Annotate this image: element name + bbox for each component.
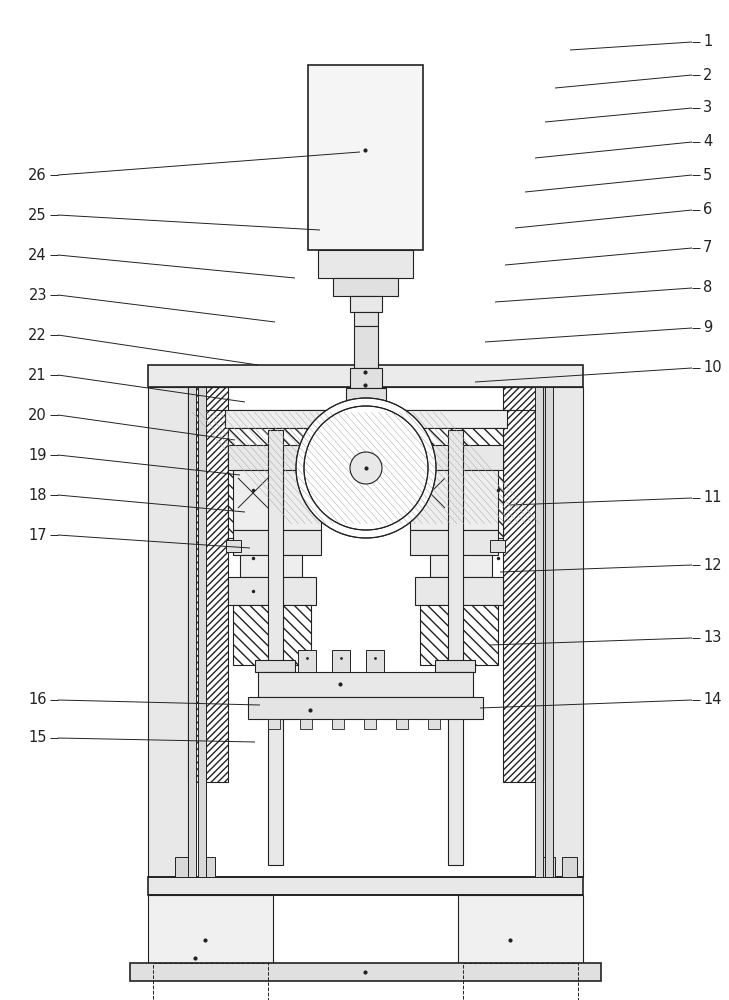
Bar xyxy=(346,388,386,406)
Text: 2: 2 xyxy=(703,68,712,83)
Bar xyxy=(535,387,543,877)
Bar xyxy=(248,697,483,719)
Text: 4: 4 xyxy=(703,134,712,149)
Bar xyxy=(333,278,398,296)
Bar xyxy=(300,719,312,729)
Bar xyxy=(308,65,423,250)
Bar xyxy=(350,296,382,312)
Text: 18: 18 xyxy=(28,488,47,502)
Circle shape xyxy=(350,452,382,484)
Bar xyxy=(233,470,321,530)
Bar xyxy=(545,387,553,877)
Text: 10: 10 xyxy=(703,360,722,375)
Bar xyxy=(225,410,507,428)
Text: 20: 20 xyxy=(28,408,47,422)
Bar xyxy=(130,963,601,981)
Bar xyxy=(458,895,583,963)
Bar xyxy=(490,540,505,552)
Bar xyxy=(435,660,475,672)
Circle shape xyxy=(296,398,436,538)
Text: 24: 24 xyxy=(28,247,47,262)
Bar xyxy=(148,365,583,387)
Bar xyxy=(228,577,316,605)
Bar xyxy=(188,387,228,782)
Bar xyxy=(228,428,313,538)
Bar xyxy=(540,857,555,877)
Bar xyxy=(503,387,543,782)
Bar xyxy=(354,312,378,326)
Bar xyxy=(148,877,583,895)
Bar xyxy=(148,895,273,963)
Bar xyxy=(268,430,283,865)
Text: 15: 15 xyxy=(28,730,47,746)
Bar xyxy=(396,719,408,729)
Bar xyxy=(415,577,503,605)
Text: 6: 6 xyxy=(703,202,712,218)
Bar xyxy=(200,857,215,877)
Bar xyxy=(410,530,498,555)
Text: 8: 8 xyxy=(703,280,712,296)
Bar xyxy=(364,719,376,729)
Bar xyxy=(188,387,196,877)
Circle shape xyxy=(304,406,428,530)
Bar xyxy=(354,326,378,368)
Bar xyxy=(153,963,268,1000)
Text: 23: 23 xyxy=(28,288,47,302)
Bar xyxy=(198,387,206,877)
Bar xyxy=(420,605,498,665)
Text: 12: 12 xyxy=(703,558,722,572)
Text: 13: 13 xyxy=(703,631,722,646)
Text: 11: 11 xyxy=(703,490,722,506)
Bar xyxy=(226,540,241,552)
Bar xyxy=(366,650,384,672)
Text: 16: 16 xyxy=(28,692,47,708)
Bar xyxy=(228,445,326,470)
Bar xyxy=(448,430,463,865)
Bar xyxy=(318,250,413,278)
Bar xyxy=(298,650,316,672)
Text: 22: 22 xyxy=(28,328,47,342)
Bar xyxy=(233,605,311,665)
Bar xyxy=(562,857,577,877)
Bar xyxy=(148,387,188,877)
Bar xyxy=(255,660,295,672)
Bar xyxy=(332,719,344,729)
Bar xyxy=(410,470,498,530)
Text: 25: 25 xyxy=(28,208,47,223)
Text: 14: 14 xyxy=(703,692,722,708)
Text: 5: 5 xyxy=(703,167,712,182)
Bar xyxy=(543,387,583,877)
Bar xyxy=(175,857,190,877)
Text: 7: 7 xyxy=(703,240,712,255)
Text: 21: 21 xyxy=(28,367,47,382)
Bar xyxy=(418,428,503,538)
Text: 1: 1 xyxy=(703,34,712,49)
Bar xyxy=(240,555,302,577)
Bar xyxy=(332,650,350,672)
Bar xyxy=(463,963,578,1000)
Bar xyxy=(428,719,440,729)
Text: 19: 19 xyxy=(28,448,47,462)
Text: 26: 26 xyxy=(28,167,47,182)
Bar xyxy=(405,445,503,470)
Bar xyxy=(350,368,382,388)
Text: 3: 3 xyxy=(703,101,712,115)
Bar xyxy=(258,672,473,697)
Bar xyxy=(268,719,280,729)
Text: 9: 9 xyxy=(703,320,712,336)
Text: 17: 17 xyxy=(28,528,47,542)
Bar xyxy=(233,530,321,555)
Bar xyxy=(430,555,492,577)
